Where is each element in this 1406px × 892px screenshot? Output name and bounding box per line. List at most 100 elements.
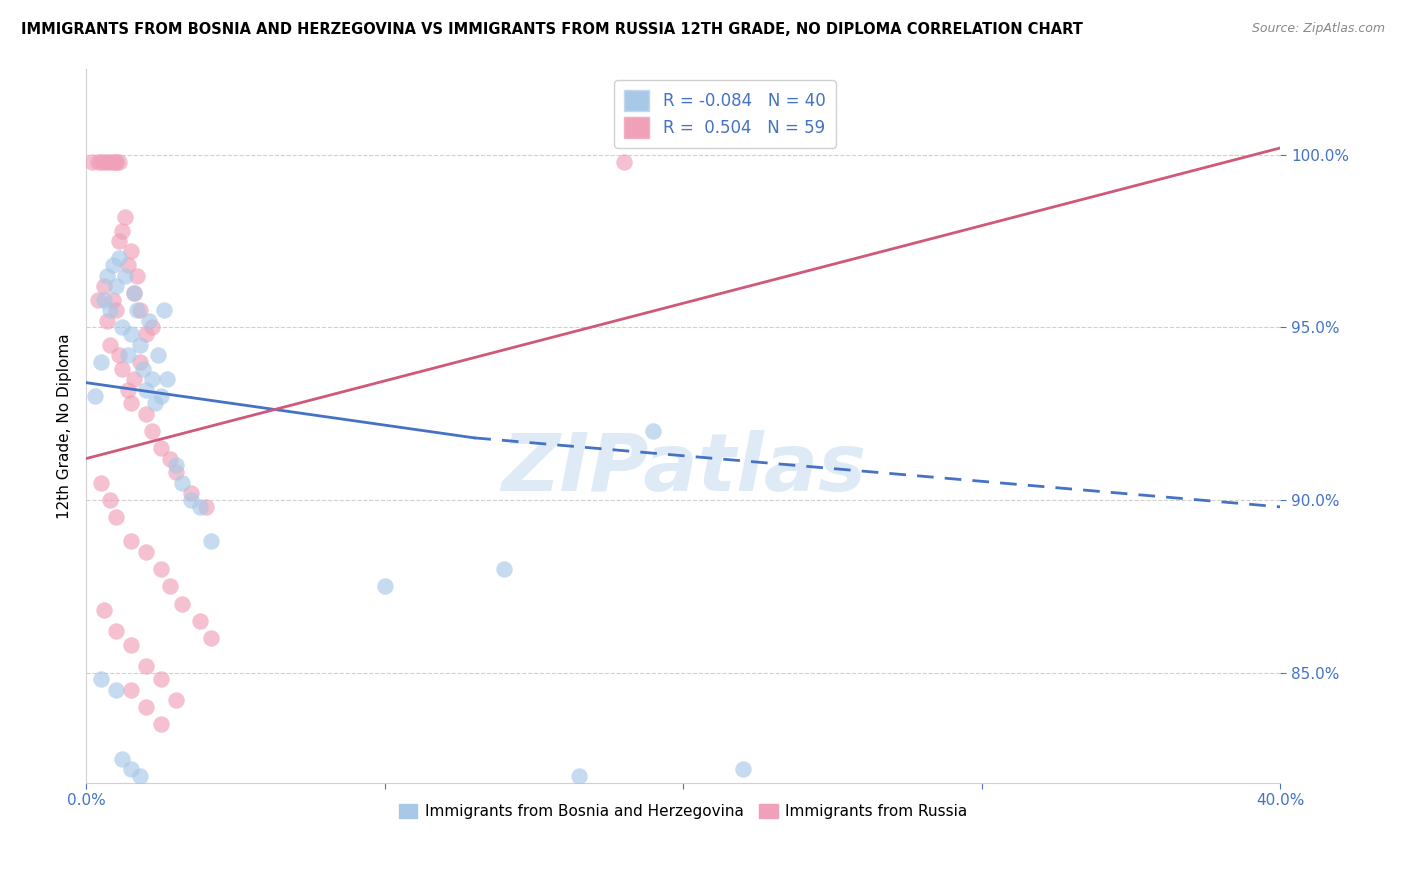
Point	[135, 407, 157, 421]
Point	[128, 337, 150, 351]
Legend: Immigrants from Bosnia and Herzegovina, Immigrants from Russia: Immigrants from Bosnia and Herzegovina, …	[392, 798, 973, 825]
Point	[104, 154, 127, 169]
Point	[135, 545, 157, 559]
Point	[120, 638, 142, 652]
Point	[149, 441, 172, 455]
Point	[374, 579, 396, 593]
Point	[135, 658, 157, 673]
Point	[117, 258, 139, 272]
Point	[84, 389, 107, 403]
Point	[159, 451, 181, 466]
Point	[141, 320, 163, 334]
Point	[120, 327, 142, 342]
Point	[612, 154, 634, 169]
Point	[122, 285, 145, 300]
Point	[108, 252, 131, 266]
Point	[170, 597, 193, 611]
Point	[128, 769, 150, 783]
Point	[104, 510, 127, 524]
Point	[104, 624, 127, 639]
Point	[90, 154, 112, 169]
Point	[128, 303, 150, 318]
Point	[156, 372, 179, 386]
Point	[180, 493, 202, 508]
Text: ZIPatlas: ZIPatlas	[501, 430, 866, 508]
Point	[135, 383, 157, 397]
Y-axis label: 12th Grade, No Diploma: 12th Grade, No Diploma	[58, 333, 72, 518]
Point	[93, 154, 115, 169]
Point	[165, 466, 187, 480]
Point	[90, 475, 112, 490]
Point	[188, 614, 211, 628]
Point	[180, 486, 202, 500]
Point	[93, 279, 115, 293]
Point	[87, 154, 110, 169]
Point	[149, 673, 172, 687]
Point	[494, 562, 516, 576]
Point	[98, 493, 121, 508]
Point	[165, 458, 187, 473]
Point	[114, 268, 136, 283]
Point	[101, 154, 124, 169]
Point	[80, 154, 103, 169]
Point	[104, 279, 127, 293]
Point	[120, 244, 142, 259]
Point	[731, 762, 754, 776]
Point	[165, 693, 187, 707]
Point	[96, 313, 118, 327]
Point	[87, 293, 110, 307]
Point	[125, 303, 148, 318]
Point	[111, 320, 134, 334]
Point	[120, 396, 142, 410]
Point	[108, 234, 131, 248]
Point	[108, 154, 131, 169]
Point	[146, 348, 169, 362]
Point	[141, 424, 163, 438]
Point	[132, 361, 155, 376]
Point	[149, 389, 172, 403]
Point	[643, 424, 665, 438]
Point	[111, 752, 134, 766]
Point	[138, 313, 160, 327]
Point	[141, 372, 163, 386]
Point	[125, 268, 148, 283]
Point	[104, 154, 127, 169]
Point	[135, 327, 157, 342]
Point	[111, 361, 134, 376]
Point	[98, 303, 121, 318]
Point	[104, 303, 127, 318]
Point	[200, 534, 222, 549]
Point	[120, 534, 142, 549]
Point	[568, 769, 591, 783]
Point	[117, 348, 139, 362]
Point	[170, 475, 193, 490]
Point	[143, 396, 166, 410]
Point	[114, 210, 136, 224]
Point	[117, 383, 139, 397]
Point	[96, 154, 118, 169]
Point	[96, 268, 118, 283]
Point	[98, 154, 121, 169]
Point	[90, 355, 112, 369]
Point	[122, 285, 145, 300]
Point	[122, 372, 145, 386]
Point	[149, 717, 172, 731]
Point	[135, 700, 157, 714]
Point	[141, 786, 163, 800]
Point	[111, 224, 134, 238]
Point	[93, 603, 115, 617]
Point	[108, 348, 131, 362]
Point	[152, 303, 174, 318]
Point	[98, 337, 121, 351]
Point	[93, 293, 115, 307]
Text: Source: ZipAtlas.com: Source: ZipAtlas.com	[1251, 22, 1385, 36]
Point	[188, 500, 211, 514]
Point	[200, 631, 222, 645]
Point	[104, 682, 127, 697]
Point	[101, 258, 124, 272]
Point	[101, 293, 124, 307]
Point	[159, 579, 181, 593]
Point	[149, 562, 172, 576]
Point	[120, 682, 142, 697]
Point	[128, 355, 150, 369]
